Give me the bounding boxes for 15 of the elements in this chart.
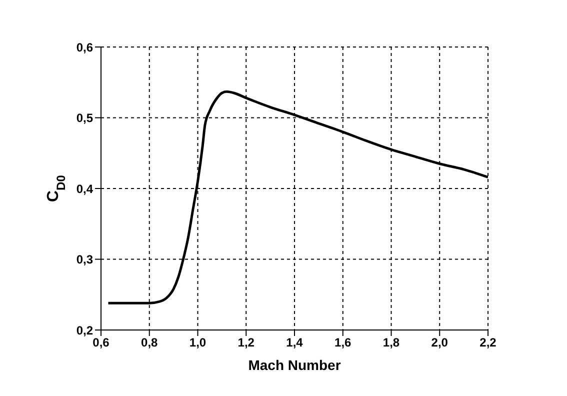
x-tick-label: 1,4	[286, 336, 304, 350]
x-tick-label: 1,6	[334, 336, 352, 350]
x-tick-label: 1,8	[382, 336, 400, 350]
x-axis-title: Mach Number	[248, 357, 342, 373]
y-tick-label: 0,3	[76, 252, 94, 267]
y-tick-label: 0,4	[76, 182, 94, 196]
x-tick-label: 1,2	[238, 336, 255, 350]
y-tick-label: 0,2	[76, 323, 94, 338]
x-tick-label: 2,2	[480, 336, 497, 350]
x-tick-label: 0,6	[92, 336, 110, 350]
y-tick-label: 0,6	[76, 40, 94, 54]
x-tick-label: 0,8	[141, 336, 158, 350]
x-tick-label: 1,0	[189, 336, 206, 350]
y-tick-label: 0,5	[76, 111, 94, 126]
x-tick-label: 2,0	[431, 336, 448, 350]
